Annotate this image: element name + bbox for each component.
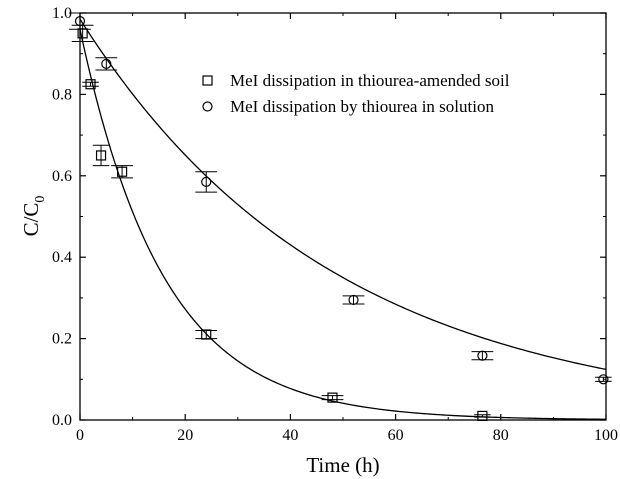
circle-marker	[598, 374, 609, 385]
legend-label-soil: MeI dissipation in thiourea-amended soil	[230, 71, 510, 90]
circle-marker	[101, 58, 112, 69]
y-tick-label: 0.0	[52, 412, 72, 429]
y-axis-label: C/C0	[19, 196, 48, 237]
data-point-solution	[95, 57, 118, 71]
data-point-soil	[195, 329, 218, 340]
x-tick-label: 60	[388, 427, 404, 444]
circle-marker	[477, 350, 488, 361]
x-tick-label: 40	[282, 427, 298, 444]
data-point-soil	[71, 24, 94, 42]
square-marker	[116, 166, 128, 177]
fit-curve-solution	[79, 18, 607, 371]
circle-marker	[348, 294, 359, 306]
y-axis-ticks: 0.0 0.2 0.4 0.6 0.8 1.0	[52, 5, 606, 429]
legend-marker-square	[202, 75, 213, 86]
y-tick-label: 0.2	[52, 331, 72, 348]
data-point-solution	[595, 374, 612, 385]
legend: MeI dissipation in thiourea-amended soil…	[202, 71, 510, 116]
data-point-solution	[195, 171, 218, 193]
square-marker	[85, 79, 96, 90]
data-point-solution	[69, 12, 91, 30]
square-marker	[477, 410, 488, 422]
x-tick-label: 100	[594, 427, 618, 444]
data-point-solution	[342, 294, 365, 306]
data-points	[69, 12, 612, 422]
x-tick-label: 0	[76, 427, 84, 444]
fit-curves	[79, 18, 607, 420]
square-marker	[201, 329, 212, 340]
legend-label-solution: MeI dissipation by thiourea in solution	[230, 97, 494, 116]
y-tick-label: 0.6	[52, 168, 72, 185]
y-tick-label: 1.0	[52, 5, 72, 22]
data-point-soil	[321, 392, 344, 403]
y-axis-label-subscript: 0	[33, 196, 48, 203]
y-tick-label: 0.8	[52, 86, 72, 103]
fit-curve-soil	[79, 29, 607, 420]
square-marker	[95, 150, 107, 161]
data-point-soil	[474, 410, 491, 422]
y-tick-label: 0.4	[52, 249, 72, 266]
data-point-soil	[82, 79, 99, 90]
x-tick-label: 80	[493, 427, 509, 444]
y-axis-label-main: C/C	[19, 203, 43, 237]
legend-marker-circle	[202, 101, 213, 112]
x-tick-label: 20	[177, 427, 193, 444]
data-point-solution	[471, 350, 494, 361]
x-axis-ticks: 0 20 40 60 80 100	[76, 13, 618, 444]
data-point-soil	[111, 165, 133, 179]
circle-marker	[74, 16, 86, 27]
circle-marker	[201, 176, 212, 188]
square-marker	[327, 392, 338, 403]
data-point-soil	[92, 144, 110, 167]
x-axis-label: Time (h)	[306, 453, 379, 477]
